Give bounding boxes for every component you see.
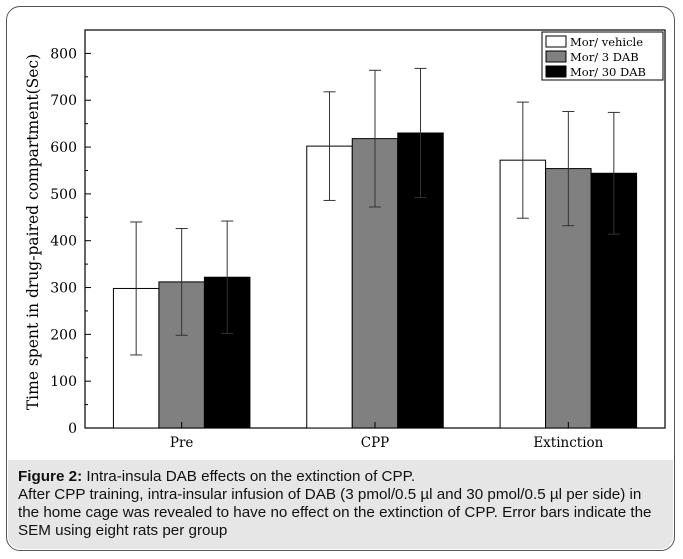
legend-swatch — [545, 35, 567, 48]
y-tick-label: 500 — [50, 187, 77, 203]
y-tick-label: 700 — [50, 93, 77, 109]
y-tick-label: 100 — [50, 374, 77, 390]
figure-caption: Figure 2: Intra-insula DAB effects on th… — [8, 460, 673, 549]
y-tick-label: 300 — [50, 281, 77, 297]
bar-chart: 0 100 200 300 400 500 600 700 800 Time spent in d… — [24, 29, 666, 451]
x-tick-label: Extinction — [533, 435, 603, 451]
caption-label: Figure 2: — [18, 468, 83, 485]
y-tick-label: 800 — [50, 46, 77, 62]
bar — [203, 276, 251, 429]
y-tick-label: 400 — [50, 234, 77, 250]
x-tick-label: Pre — [170, 435, 194, 451]
legend-label: Mor/ vehicle — [570, 35, 643, 49]
y-tick-label: 0 — [68, 421, 77, 437]
plot-area: 0 100 200 300 400 500 600 700 800 Time spent in d… — [24, 29, 666, 451]
y-tick-label: 600 — [50, 140, 77, 156]
legend-swatch — [545, 50, 567, 63]
caption-body: After CPP training, intra-insular infusi… — [18, 486, 652, 539]
caption-title: Intra-insula DAB effects on the extincti… — [82, 468, 416, 485]
legend-label: Mor/ 3 DAB — [570, 50, 639, 64]
y-axis-label: Time spent in drug-paired compartment(Se… — [24, 54, 42, 410]
legend-swatch — [545, 65, 567, 78]
x-tick-label: CPP — [361, 435, 390, 451]
legend-label: Mor/ 30 DAB — [570, 65, 646, 79]
y-tick-label: 200 — [50, 327, 77, 343]
